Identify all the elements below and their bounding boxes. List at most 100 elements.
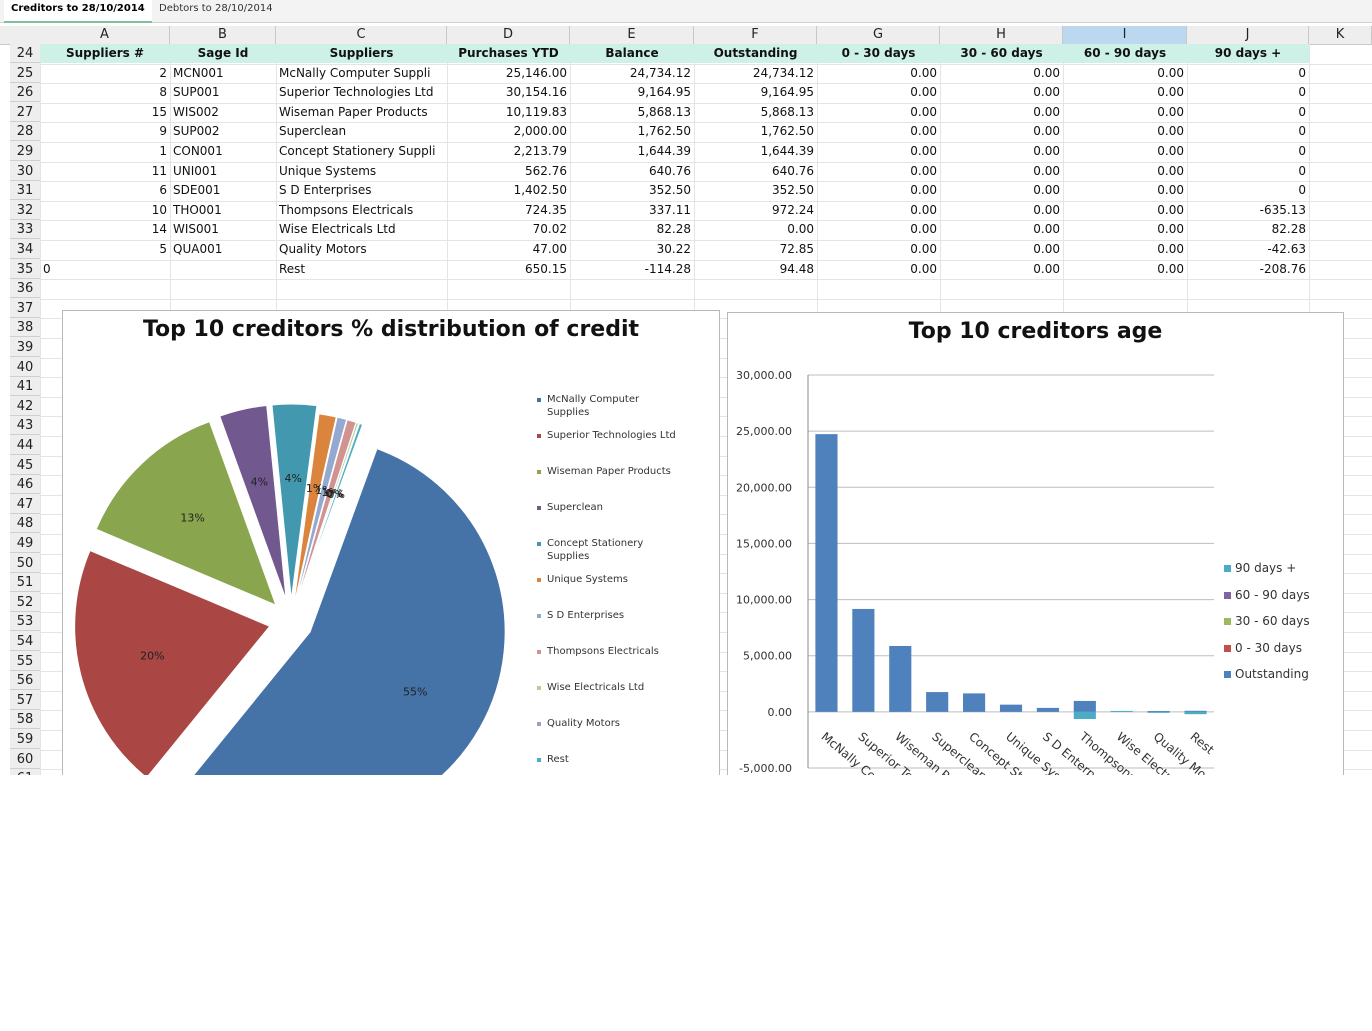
table-cell[interactable]: 5,868.13	[637, 104, 691, 119]
table-cell[interactable]: 0.00	[1033, 144, 1060, 158]
bar[interactable]	[1073, 700, 1096, 712]
row-header-32[interactable]: 32	[10, 200, 40, 220]
row-header-47[interactable]: 47	[10, 494, 40, 514]
table-cell[interactable]: 0	[1298, 85, 1306, 100]
table-cell[interactable]: SUP002	[173, 124, 220, 139]
row-header-36[interactable]: 36	[10, 279, 40, 299]
table-cell[interactable]: 24,734.12	[752, 65, 814, 80]
pie-slice[interactable]	[187, 448, 506, 775]
table-cell[interactable]: 0.00	[1157, 183, 1184, 198]
table-cell[interactable]: 0.00	[1033, 261, 1060, 276]
header-cell[interactable]: Suppliers	[276, 44, 447, 63]
table-cell[interactable]: 0.00	[1157, 202, 1184, 217]
table-cell[interactable]: 70.02	[532, 222, 567, 237]
table-cell[interactable]: 82.28	[1271, 222, 1306, 237]
bar[interactable]	[999, 704, 1023, 712]
table-cell[interactable]: 0.00	[1033, 124, 1060, 139]
row-header-57[interactable]: 57	[10, 690, 40, 710]
table-cell[interactable]: 0.00	[1033, 183, 1060, 198]
row-header-41[interactable]: 41	[10, 377, 40, 397]
pie-slice[interactable]	[219, 404, 287, 600]
pie-slice[interactable]	[74, 549, 271, 775]
table-cell[interactable]: Rest	[279, 261, 306, 276]
row-header-60[interactable]: 60	[10, 749, 40, 769]
row-header-31[interactable]: 31	[10, 181, 40, 201]
table-cell[interactable]: 0.00	[1157, 163, 1184, 178]
column-header-f[interactable]: F	[694, 26, 817, 44]
table-cell[interactable]: WIS002	[173, 104, 219, 119]
table-cell[interactable]: SDE001	[173, 183, 221, 198]
table-cell[interactable]: 1	[159, 144, 167, 158]
bar-chart[interactable]: Top 10 creditors age 30,000.00 25,000.00 2…	[727, 312, 1344, 775]
table-cell[interactable]: 0.00	[910, 85, 937, 100]
table-cell[interactable]: 0.00	[1157, 144, 1184, 158]
header-cell[interactable]: 30 - 60 days	[940, 44, 1063, 63]
table-cell[interactable]: WIS001	[173, 222, 219, 237]
table-cell[interactable]: 650.15	[525, 261, 567, 276]
row-header-30[interactable]: 30	[10, 161, 40, 181]
table-cell[interactable]: 0	[1298, 144, 1306, 158]
column-header-j[interactable]: J	[1187, 26, 1309, 44]
row-header-25[interactable]: 25	[10, 63, 40, 83]
column-header-a[interactable]: A	[40, 26, 170, 44]
header-cell[interactable]: Purchases YTD	[447, 44, 570, 63]
table-cell[interactable]: 0.00	[1157, 222, 1184, 237]
table-cell[interactable]: 14	[151, 222, 167, 237]
table-cell[interactable]: 30.22	[656, 242, 691, 256]
row-header-35[interactable]: 35	[10, 259, 40, 279]
table-cell[interactable]: 0.00	[1033, 85, 1060, 100]
table-cell[interactable]: 82.28	[656, 222, 691, 237]
row-header-26[interactable]: 26	[10, 83, 40, 103]
table-cell[interactable]: THO001	[173, 202, 222, 217]
table-cell[interactable]: 0.00	[1033, 222, 1060, 237]
table-cell[interactable]: 1,762.50	[760, 124, 814, 139]
table-cell[interactable]: UNI001	[173, 163, 218, 178]
pie-slice[interactable]	[271, 403, 318, 600]
table-cell[interactable]: 0.00	[910, 65, 937, 80]
column-header-e[interactable]: E	[570, 26, 694, 44]
bar[interactable]	[889, 645, 912, 712]
row-header-40[interactable]: 40	[10, 357, 40, 377]
table-cell[interactable]: 2,000.00	[513, 124, 567, 139]
table-cell[interactable]: 0.00	[1033, 163, 1060, 178]
table-cell[interactable]: 0.00	[910, 104, 937, 119]
table-cell[interactable]: 0.00	[910, 144, 937, 158]
table-cell[interactable]: 0.00	[1033, 202, 1060, 217]
row-header-53[interactable]: 53	[10, 612, 40, 632]
table-cell[interactable]: 0.00	[910, 202, 937, 217]
table-cell[interactable]: 0.00	[910, 222, 937, 237]
row-header-46[interactable]: 46	[10, 475, 40, 495]
bar[interactable]	[1147, 711, 1170, 713]
table-cell[interactable]: 0	[1298, 65, 1306, 80]
table-cell[interactable]: 562.76	[525, 163, 567, 178]
table-cell[interactable]: 6	[159, 183, 167, 198]
row-header-58[interactable]: 58	[10, 710, 40, 730]
table-cell[interactable]: S D Enterprises	[279, 183, 372, 198]
table-cell[interactable]: 724.35	[525, 202, 567, 217]
table-cell[interactable]: 1,644.39	[760, 144, 814, 158]
table-cell[interactable]: -635.13	[1259, 202, 1306, 217]
table-cell[interactable]: 0	[1298, 104, 1306, 119]
table-cell[interactable]: 1,762.50	[637, 124, 691, 139]
table-cell[interactable]: 0.00	[910, 183, 937, 198]
table-cell[interactable]: 640.76	[772, 163, 814, 178]
header-cell[interactable]: Suppliers #	[40, 44, 170, 63]
table-cell[interactable]: 0.00	[1033, 104, 1060, 119]
table-cell[interactable]: 0.00	[910, 261, 937, 276]
table-cell[interactable]: 9	[159, 124, 167, 139]
table-cell[interactable]: Unique Systems	[279, 163, 377, 178]
bar[interactable]	[1184, 711, 1207, 715]
table-cell[interactable]: Concept Stationery Suppli	[279, 144, 436, 158]
table-cell[interactable]: McNally Computer Suppli	[279, 65, 431, 80]
table-cell[interactable]: 24,734.12	[629, 65, 691, 80]
table-cell[interactable]: 2,213.79	[513, 144, 567, 158]
table-cell[interactable]: -208.76	[1259, 261, 1306, 276]
table-cell[interactable]: 0.00	[910, 124, 937, 139]
row-header-24[interactable]: 24	[10, 44, 40, 63]
row-header-27[interactable]: 27	[10, 102, 40, 122]
row-header-29[interactable]: 29	[10, 142, 40, 161]
row-header-39[interactable]: 39	[10, 338, 40, 357]
table-cell[interactable]: Wise Electricals Ltd	[279, 222, 396, 237]
table-cell[interactable]: 0.00	[1033, 242, 1060, 256]
table-cell[interactable]: CON001	[173, 144, 223, 158]
